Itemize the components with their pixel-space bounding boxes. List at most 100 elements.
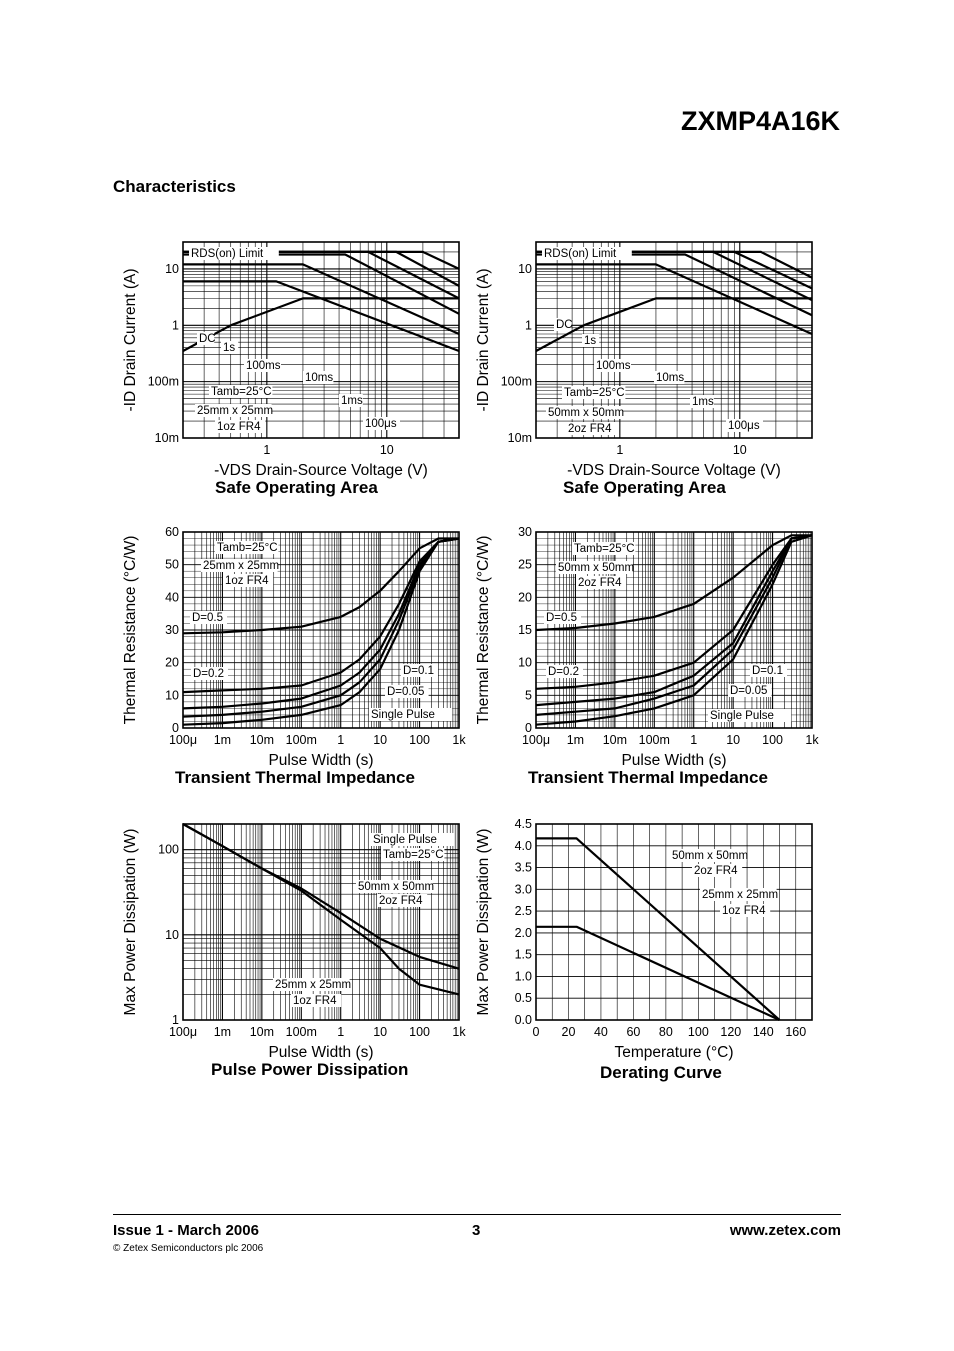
chart-svg-2: 100μ 1m 10m 100m 1 10 100 1k 0 10 20 30 40 50 60 Pulse … <box>122 525 466 769</box>
chart-title-4: Pulse Power Dissipation <box>211 1060 409 1079</box>
chart-annotation: 25mm x 25mm <box>203 560 279 572</box>
y-axis-label: Max Power Dissipation (W) <box>475 829 492 1016</box>
footer-copyright: © Zetex Semiconductors plc 2006 <box>113 1243 264 1254</box>
chart-title-2: Transient Thermal Impedance <box>175 768 415 787</box>
chart-annotation: 2oz FR4 <box>694 865 738 877</box>
x-axis-label: -VDS Drain-Source Voltage (V) <box>567 462 781 479</box>
chart-panel-2: 100μ 1m 10m 100m 1 10 100 1k 0 10 20 30 40 50 60 Pulse … <box>113 520 473 810</box>
chart-annotation: 100μs <box>365 418 397 430</box>
chart-annotation: 50mm x 50mm <box>548 407 624 419</box>
x-axis-label: Pulse Width (s) <box>621 752 726 769</box>
annotation-backing <box>401 664 438 677</box>
x-tick-label: 20 <box>562 1025 576 1039</box>
chart-annotation: 100ms <box>246 360 281 372</box>
chart-annotation: Tamb=25°C <box>217 542 278 554</box>
series-line <box>536 925 780 1021</box>
y-tick-label: 30 <box>518 525 532 539</box>
annotation-backing <box>576 576 627 589</box>
x-tick-label: 10 <box>733 443 747 457</box>
annotation-backing <box>223 574 274 587</box>
x-tick-label: 1m <box>567 733 584 747</box>
series-line <box>182 537 460 694</box>
annotation-backing <box>201 559 278 572</box>
plot-frame <box>182 241 460 439</box>
annotation-backing <box>726 419 763 432</box>
y-tick-label: 15 <box>518 623 532 637</box>
y-tick-label: 100m <box>148 375 179 389</box>
y-tick-label: 1.5 <box>515 948 532 962</box>
y-tick-label: 10 <box>518 262 532 276</box>
series-line <box>535 534 813 716</box>
footer-website-link[interactable]: www.zetex.com <box>729 1222 841 1239</box>
y-tick-label: 0 <box>172 721 179 735</box>
y-axis-label: Thermal Resistance (°C/W) <box>475 536 492 725</box>
chart-annotation: 1ms <box>341 395 363 407</box>
chart-annotation: 1s <box>223 342 235 354</box>
x-tick-label: 100μ <box>522 733 550 747</box>
annotation-backing <box>209 385 273 398</box>
y-axis-label: Thermal Resistance (°C/W) <box>122 536 139 725</box>
annotation-backing <box>542 247 632 260</box>
x-tick-label: 1m <box>214 1025 231 1039</box>
chart-panel-1: 1 10 10m 100m 1 10 -VDS Drain-Source Voltage (… <box>466 228 826 518</box>
y-tick-label: 0 <box>525 721 532 735</box>
x-tick-label: 1 <box>263 443 270 457</box>
plot-frame <box>535 823 813 1021</box>
footer-page-number: 3 <box>472 1222 481 1239</box>
y-tick-label: 10 <box>518 656 532 670</box>
chart-annotation: D=0.05 <box>730 685 767 697</box>
chart-annotation: 50mm x 50mm <box>358 881 434 893</box>
y-axis-label: -ID Drain Current (A) <box>475 269 492 412</box>
chart-annotation: 1oz FR4 <box>225 575 269 587</box>
y-tick-label: 3.5 <box>515 861 532 875</box>
chart-annotation: 10ms <box>305 372 333 384</box>
y-tick-label: 20 <box>165 656 179 670</box>
annotation-backing <box>191 667 228 680</box>
annotation-backing <box>670 849 747 862</box>
annotation-backing <box>750 664 787 677</box>
x-tick-label: 10 <box>726 733 740 747</box>
annotation-backing <box>700 888 777 901</box>
footer-rule <box>113 1214 841 1215</box>
x-axis-label: Pulse Width (s) <box>268 752 373 769</box>
y-tick-label: 2.0 <box>515 926 532 940</box>
annotation-backing <box>566 422 617 435</box>
y-tick-label: 1 <box>525 318 532 332</box>
y-tick-label: 2.5 <box>515 904 532 918</box>
y-tick-label: 10 <box>165 262 179 276</box>
chart-annotation: 100μs <box>728 420 760 432</box>
series-line <box>535 534 812 632</box>
annotation-backing <box>363 417 400 430</box>
annotation-backing <box>554 318 572 331</box>
x-axis-label: Pulse Width (s) <box>268 1044 373 1061</box>
series-line <box>183 280 460 353</box>
annotation-backing <box>594 359 631 372</box>
series-line <box>182 537 460 710</box>
chart-annotation: 2oz FR4 <box>578 577 622 589</box>
chart-annotation: 25mm x 25mm <box>197 405 273 417</box>
annotation-backing <box>385 685 429 698</box>
chart-title-0: Safe Operating Area <box>215 478 378 497</box>
chart-panel-3: 100μ 1m 10m 100m 1 10 100 1k 0 5 10 15 20 25 30 Pulse W… <box>466 520 826 810</box>
part-number: ZXMP4A16K <box>680 106 840 136</box>
x-tick-label: 160 <box>785 1025 806 1039</box>
annotation-backing <box>544 611 581 624</box>
x-tick-label: 120 <box>720 1025 741 1039</box>
footer-issue: Issue 1 - March 2006 <box>113 1222 259 1239</box>
y-tick-label: 1.0 <box>515 969 532 983</box>
x-tick-label: 1 <box>337 1025 344 1039</box>
x-tick-label: 1 <box>337 733 344 747</box>
x-tick-label: 1 <box>690 733 697 747</box>
chart-annotation: RDS(on) Limit <box>191 248 264 260</box>
annotation-backing <box>654 371 685 384</box>
x-tick-label: 1k <box>805 733 819 747</box>
x-tick-label: 100μ <box>169 1025 197 1039</box>
section-title: Characteristics <box>113 177 236 196</box>
chart-annotation: RDS(on) Limit <box>544 248 617 260</box>
chart-annotation: 10ms <box>656 372 684 384</box>
y-tick-label: 1 <box>172 1013 179 1027</box>
series-line <box>182 537 459 635</box>
annotation-backing <box>215 541 279 554</box>
x-tick-label: 100 <box>688 1025 709 1039</box>
x-tick-label: 10m <box>250 733 274 747</box>
